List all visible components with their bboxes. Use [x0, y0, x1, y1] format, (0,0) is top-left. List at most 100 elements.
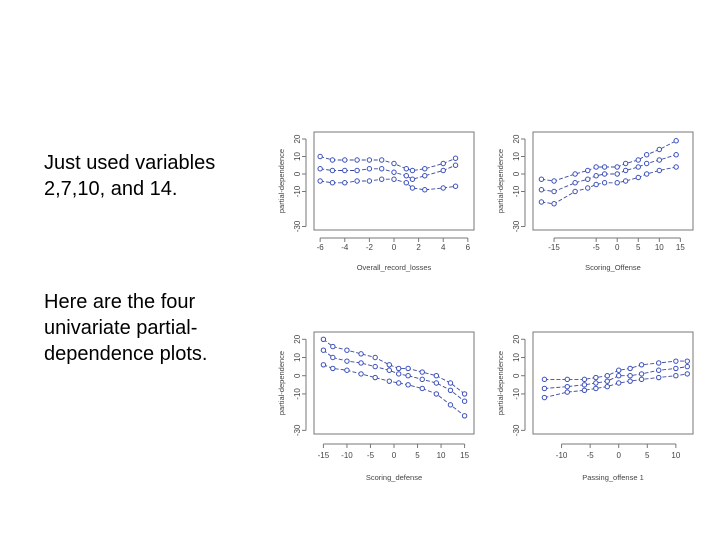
chart-3-series-upper-point — [581, 376, 588, 383]
chart-2-series-lower-point — [405, 382, 411, 388]
chart-0-series-upper-point — [378, 157, 385, 163]
chart-3-series-lower-point — [616, 380, 622, 386]
chart-3-y-tick-label: 10 — [512, 353, 521, 362]
chart-1-series-lower-point — [635, 174, 641, 181]
chart-2-series-middle-line — [323, 349, 465, 402]
chart-0-y-axis-label: partial-dependence — [277, 149, 286, 213]
chart-2-series-middle-point — [386, 367, 392, 373]
chart-0-series-upper-point — [422, 166, 428, 172]
chart-3-x-tick-label: 10 — [671, 451, 680, 460]
description-text: Here are the four univariate partial- de… — [44, 289, 207, 367]
chart-0-series-upper-point — [317, 153, 323, 160]
chart-2-series-upper-point — [405, 365, 411, 372]
chart-1-series-upper-point — [572, 171, 578, 177]
chart-1-series-upper-point — [601, 164, 608, 170]
chart-1-series-lower-point — [673, 164, 679, 170]
chart-2-series-lower-point — [358, 371, 364, 377]
chart-0-series-lower-point — [342, 180, 348, 186]
chart-0-y-tick-label: 20 — [293, 134, 302, 143]
chart-0-frame — [313, 131, 475, 231]
chart-3-series-middle-point — [616, 373, 622, 379]
chart-0-x-tick-label: 4 — [441, 243, 446, 252]
chart-3-x-tick-label: 5 — [645, 451, 650, 460]
chart-1-series-middle-point — [643, 160, 650, 167]
chart-1-series-lower-point — [551, 201, 557, 207]
chart-3-y-tick-label: 20 — [512, 334, 521, 343]
chart-0-series-upper-point — [354, 157, 360, 163]
chart-1-series-middle-point — [551, 188, 557, 195]
chart-1-series-middle-point — [585, 176, 591, 182]
chart-0-y-tick-label: -30 — [293, 220, 302, 232]
chart-2-series-upper-point — [461, 391, 468, 397]
chart-1-y-axis-label: partial-dependence — [496, 149, 505, 213]
chart-2-frame — [313, 331, 475, 435]
chart-0-series-lower-line — [320, 178, 456, 191]
chart-3-series-lower-point — [581, 387, 588, 393]
chart-1-series-middle-point — [593, 173, 599, 179]
chart-3-series-lower-point — [638, 376, 645, 383]
chart-3-series-middle-point — [593, 380, 599, 386]
chart-1-y-tick-label: 10 — [512, 152, 521, 161]
intro-line: Just used variables — [44, 152, 216, 174]
chart-2-x-tick-label: 10 — [437, 451, 446, 460]
chart-0-series-middle-point — [452, 162, 459, 168]
chart-1-series-lower-point — [622, 178, 629, 184]
chart-2-x-tick-label: -15 — [318, 451, 330, 460]
chart-0-series-lower-point — [317, 178, 323, 184]
chart-2-series-lower-point — [419, 385, 425, 392]
chart-0-series-upper-point — [452, 155, 459, 161]
chart-3-series-upper-point — [593, 374, 599, 381]
chart-0-series-upper-point — [409, 167, 416, 174]
chart-0-series-lower-point — [440, 185, 446, 191]
description-line: Here are the four — [44, 291, 196, 313]
chart-3-series-middle-point — [656, 367, 662, 373]
chart-2-y-tick-label: 10 — [293, 353, 302, 362]
chart-2-series-lower-point — [396, 380, 402, 386]
chart-1-series-middle-point — [673, 152, 679, 158]
chart-0-series-lower-point — [452, 183, 459, 189]
chart-1-series-lower-point — [601, 180, 608, 186]
chart-3-series-lower-point — [564, 389, 570, 395]
chart-2-y-tick-label: 20 — [293, 334, 302, 343]
chart-3-series-middle-point — [604, 378, 610, 384]
chart-3-x-tick-label: -10 — [556, 451, 568, 460]
chart-1-y-tick-label: 20 — [512, 134, 521, 143]
chart-1-series-middle-point — [622, 167, 629, 174]
chart-0-x-tick-label: 6 — [466, 243, 471, 252]
chart-3-series-middle-point — [638, 371, 645, 377]
chart-0-x-tick-label: -2 — [366, 243, 374, 252]
chart-3-series-upper-point — [541, 376, 548, 383]
chart-3-series-upper-point — [627, 365, 633, 372]
chart-0-series-middle-point — [403, 173, 410, 179]
chart-1-series-middle-point — [538, 187, 545, 193]
chart-1-series-middle-point — [635, 164, 641, 170]
chart-2-series-lower-point — [320, 362, 327, 368]
chart-1-series-lower-point — [572, 188, 578, 195]
chart-0-series-middle-point — [366, 166, 373, 172]
chart-1-y-tick-label: -30 — [512, 220, 521, 232]
intro-line: 2,7,10, and 14. — [44, 178, 178, 200]
chart-2-x-tick-label: -5 — [367, 451, 375, 460]
chart-0-series-lower-point — [366, 178, 373, 184]
chart-1-series-middle-point — [614, 171, 620, 177]
chart-1-series-middle-point — [656, 157, 663, 163]
chart-2-series-upper-point — [386, 362, 392, 368]
chart-0-series-lower-point — [354, 178, 360, 184]
chart-2-series-upper-point — [433, 373, 440, 379]
chart-1-series-middle-point — [601, 171, 608, 177]
chart-3-y-tick-label: -30 — [512, 424, 521, 436]
chart-0-series-lower-point — [422, 187, 428, 193]
chart-0-y-tick-label: -10 — [293, 185, 302, 197]
chart-1-x-tick-label: -15 — [548, 243, 560, 252]
chart-1-series-upper-line — [541, 140, 677, 182]
chart-2-series-upper-line — [323, 338, 465, 395]
chart-0-series-upper-point — [342, 157, 348, 163]
chart-1-series-middle-line — [541, 154, 677, 192]
chart-0-x-axis-label: Overall_record_losses — [357, 263, 432, 272]
chart-2-series-upper-point — [344, 347, 350, 353]
chart-3-series-middle-point — [684, 363, 690, 370]
chart-3-x-axis-label: Passing_offense 1 — [582, 473, 644, 482]
chart-1-y-tick-label: -10 — [512, 185, 521, 197]
chart-1-series-upper-point — [538, 176, 545, 182]
chart-2-series-middle-point — [320, 347, 327, 353]
